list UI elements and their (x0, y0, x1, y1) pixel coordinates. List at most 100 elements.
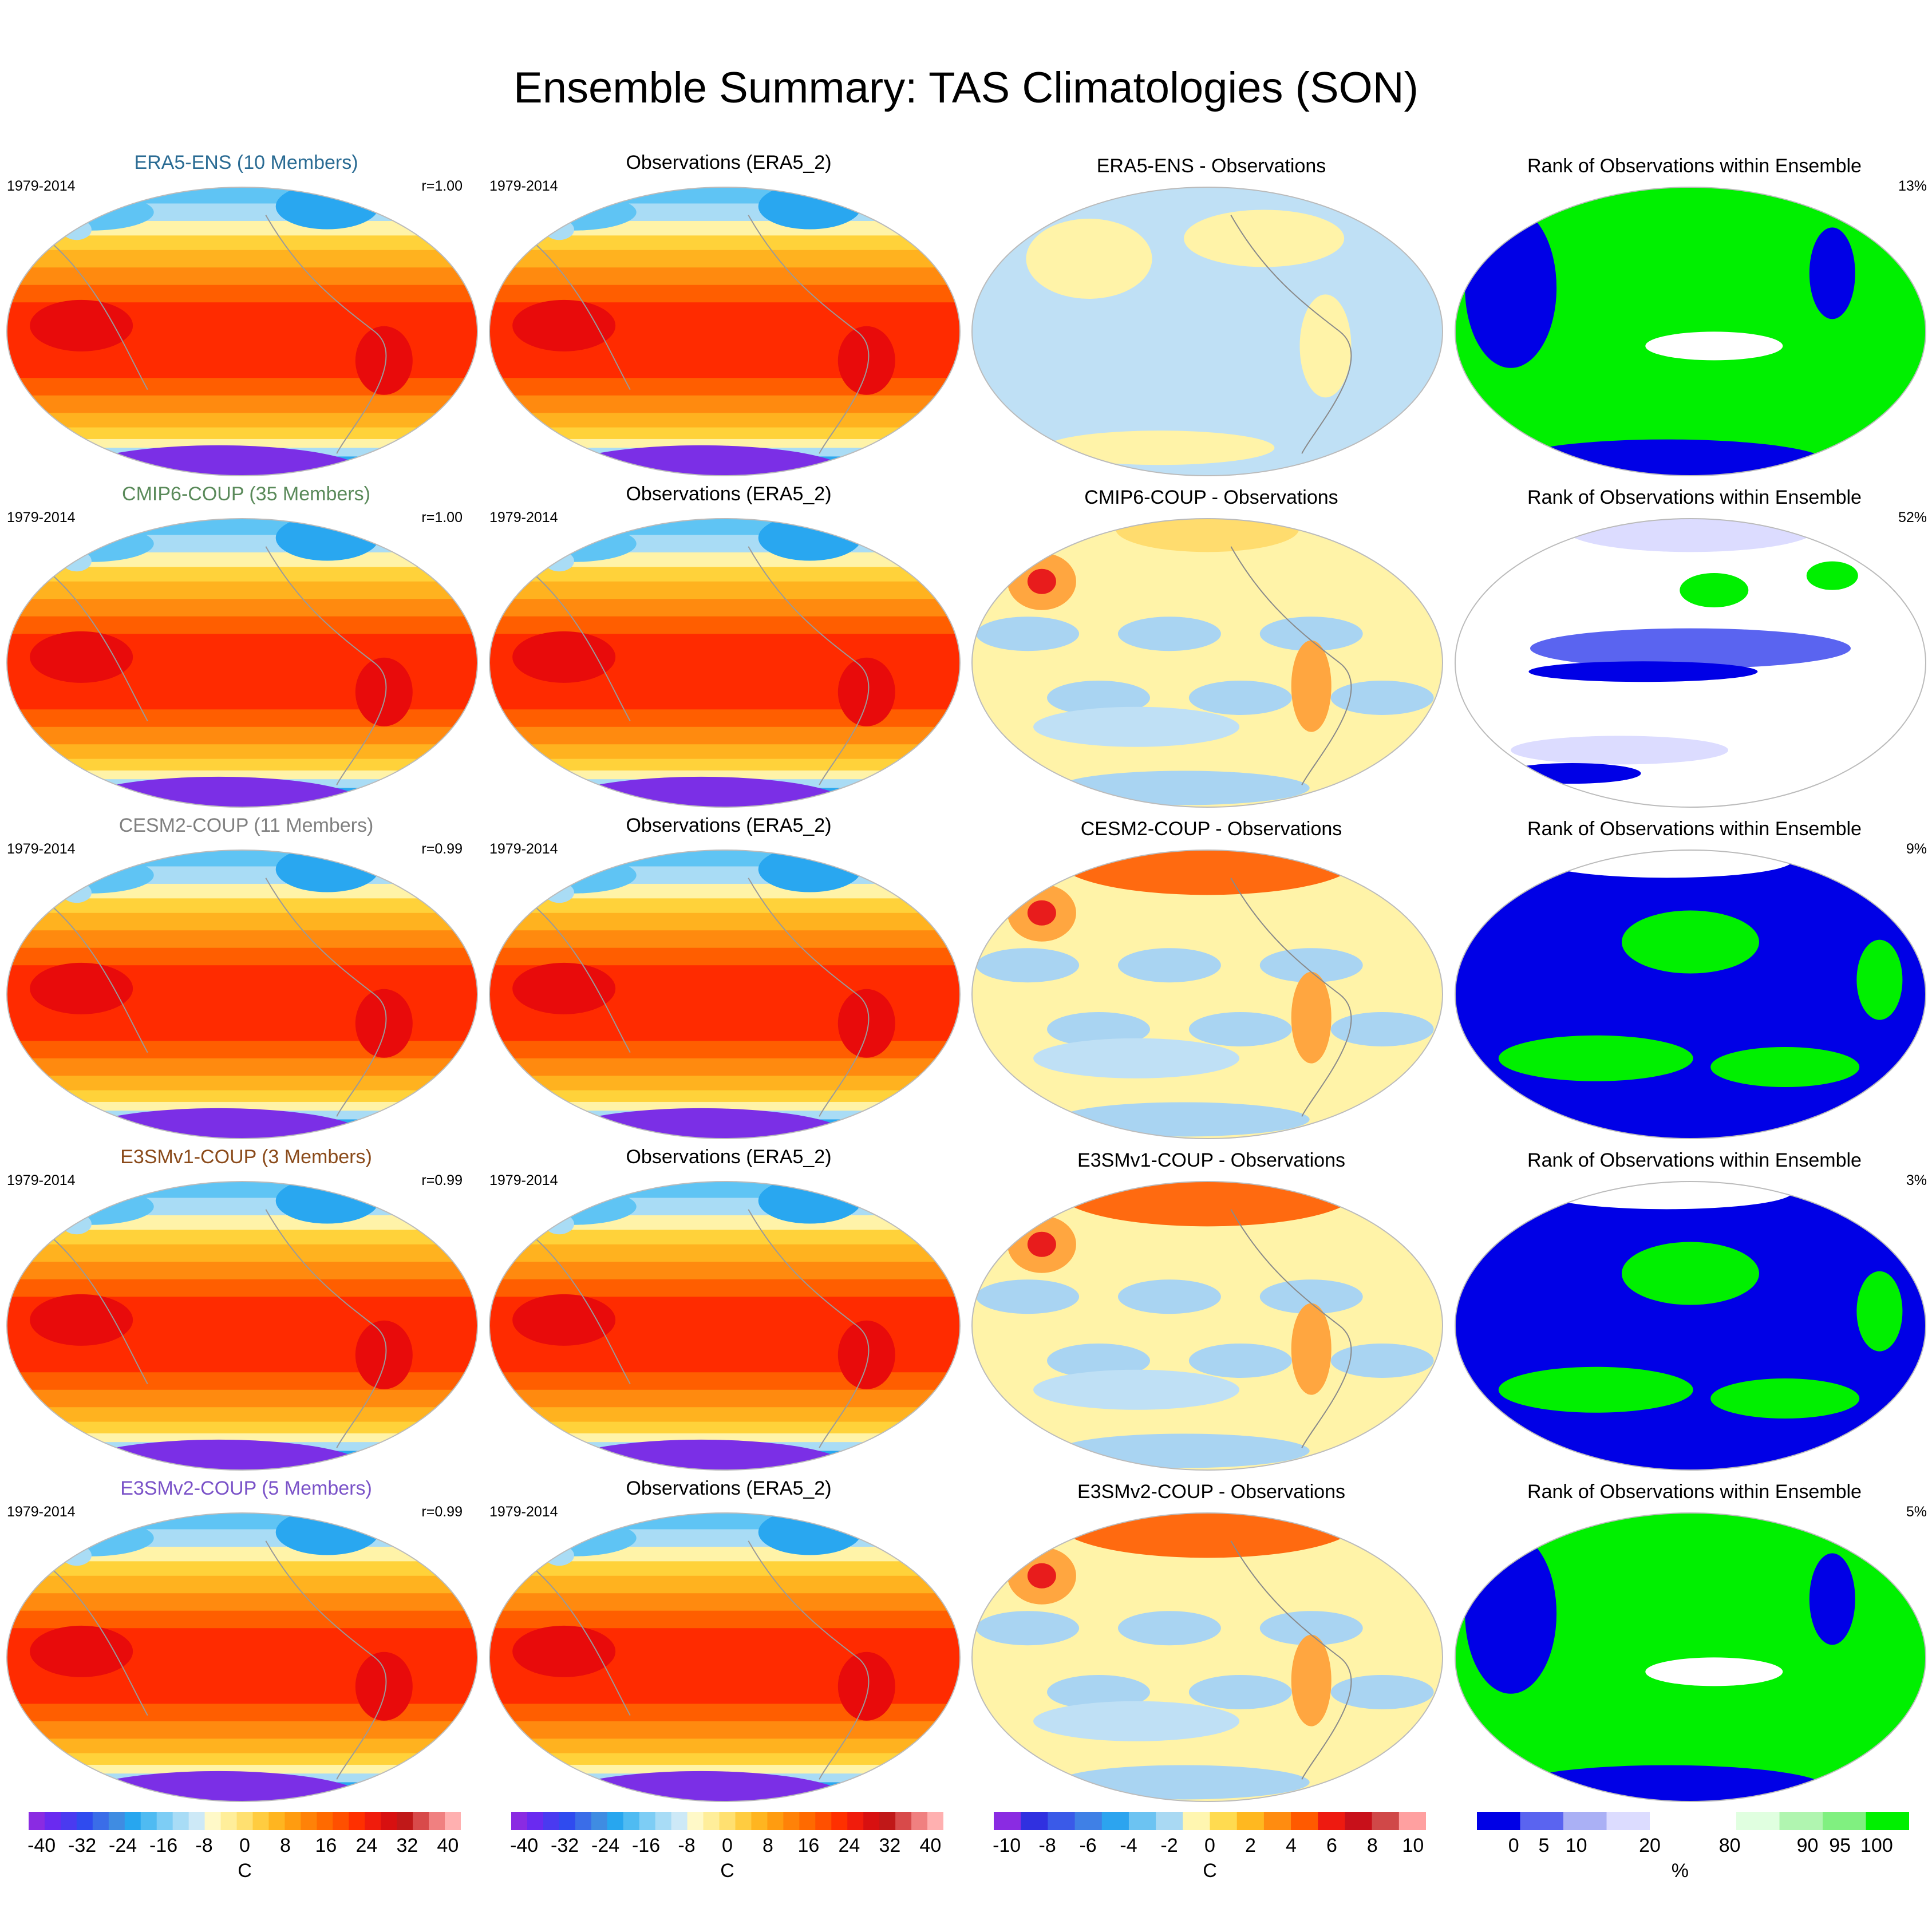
period-label: 1979-2014 (489, 841, 558, 857)
colorbar-unit: C (720, 1860, 734, 1882)
panel-model-row2: CMIP6-COUP (35 Members) 1979-2014 r=1.00 (6, 477, 487, 808)
colorbar-swatch (1156, 1812, 1183, 1830)
colorbar-swatch (831, 1812, 848, 1830)
colorbar-swatches (511, 1812, 944, 1830)
panel-diff-row2: CMIP6-COUP - Observations (971, 477, 1452, 808)
map-border (489, 850, 961, 1139)
map-border (971, 518, 1443, 808)
map-border (6, 850, 478, 1139)
period-label: 1979-2014 (489, 1504, 558, 1520)
colorbar-swatch (172, 1812, 189, 1830)
map-rank (1455, 1512, 1926, 1802)
colorbar-tick-label: -16 (149, 1835, 178, 1856)
colorbar-swatch (124, 1812, 141, 1830)
colorbar-tick-label: 0 (1204, 1835, 1215, 1856)
colorbar-tick-label: 10 (1402, 1835, 1424, 1856)
colorbar-swatch (927, 1812, 944, 1830)
colorbar-swatch (1563, 1812, 1607, 1830)
panel-rank-row1: Rank of Observations within Ensemble 13% (1454, 146, 1932, 476)
colorbar-swatch (1318, 1812, 1345, 1830)
colorbar-swatch (703, 1812, 720, 1830)
colorbar-unit: % (1671, 1860, 1689, 1882)
panel-rank-row4: Rank of Observations within Ensemble 3% (1454, 1140, 1932, 1471)
colorbar-swatch (1291, 1812, 1318, 1830)
panel-title: Observations (ERA5_2) (626, 1477, 832, 1499)
colorbar-swatch (911, 1812, 928, 1830)
colorbar-swatch (1048, 1812, 1076, 1830)
correlation-label: r=1.00 (421, 509, 463, 526)
map-border (489, 518, 961, 808)
colorbar-tick-label: 2 (1245, 1835, 1256, 1856)
panel-title: CMIP6-COUP (35 Members) (122, 483, 370, 505)
map-obs (489, 1181, 961, 1471)
period-label: 1979-2014 (489, 509, 558, 526)
colorbar-swatch (1236, 1812, 1265, 1830)
map-obs (489, 850, 961, 1139)
colorbar-swatch (719, 1812, 736, 1830)
colorbar-swatch (687, 1812, 704, 1830)
colorbar-swatch (1866, 1812, 1910, 1830)
map-diff (971, 1181, 1443, 1471)
colorbar-tick-label: -32 (68, 1835, 97, 1856)
colorbar-tick-label: -8 (678, 1835, 696, 1856)
rank-colorbar: 0 5 10 20 80 90 95 100% (1477, 1812, 1910, 1903)
colorbar-tick-label: -6 (1079, 1835, 1097, 1856)
colorbar-swatch (1477, 1812, 1520, 1830)
colorbar-swatch (60, 1812, 77, 1830)
difference-colorbar: -10 -8 -6 -4 -2 0 2 4 6 8 10 C (993, 1812, 1427, 1903)
map-diff (971, 518, 1443, 808)
period-label: 1979-2014 (489, 178, 558, 194)
colorbar-swatch (879, 1812, 896, 1830)
colorbar-swatch (735, 1812, 752, 1830)
panel-title: Rank of Observations within Ensemble (1527, 155, 1862, 177)
map-border (971, 850, 1443, 1139)
colorbar-swatch (1263, 1812, 1291, 1830)
map-border (6, 1512, 478, 1802)
panel-rank-row2: Rank of Observations within Ensemble 52% (1454, 477, 1932, 808)
colorbar-tick-label: 8 (1366, 1835, 1378, 1856)
colorbar-swatch (511, 1812, 528, 1830)
correlation-label: r=0.99 (421, 1172, 463, 1188)
colorbar-swatch (188, 1812, 206, 1830)
colorbar-swatch (1823, 1812, 1866, 1830)
map-model (6, 850, 478, 1139)
panel-title: E3SMv1-COUP - Observations (1077, 1149, 1345, 1171)
colorbar-swatch (1650, 1812, 1693, 1830)
map-border (6, 187, 478, 476)
colorbar-swatch (639, 1812, 656, 1830)
panel-title: Observations (ERA5_2) (626, 152, 832, 173)
colorbar-swatch (44, 1812, 61, 1830)
figure-title: Ensemble Summary: TAS Climatologies (SON… (513, 64, 1419, 112)
colorbar-swatch (1074, 1812, 1103, 1830)
panel-model-row3: CESM2-COUP (11 Members) 1979-2014 r=0.99 (6, 809, 487, 1139)
rank-percent-label: 3% (1906, 1172, 1927, 1188)
period-label: 1979-2014 (7, 178, 76, 194)
colorbar-swatch (591, 1812, 608, 1830)
colorbar-swatch (575, 1812, 592, 1830)
panel-model-row5: E3SMv2-COUP (5 Members) 1979-2014 r=0.99 (6, 1472, 487, 1802)
colorbar-swatch (1693, 1812, 1737, 1830)
colorbar-swatch (783, 1812, 800, 1830)
colorbar-tick-label: 4 (1285, 1835, 1297, 1856)
panel-title: CESM2-COUP - Observations (1080, 818, 1342, 840)
colorbar-tick-label: 32 (396, 1835, 418, 1856)
colorbar-swatch (204, 1812, 222, 1830)
colorbar-swatch (1520, 1812, 1564, 1830)
colorbar-swatch (108, 1812, 125, 1830)
map-model (6, 187, 478, 476)
panel-title: E3SMv2-COUP (5 Members) (120, 1477, 372, 1499)
map-border (1455, 518, 1926, 808)
colorbar-swatch (1372, 1812, 1400, 1830)
colorbar-swatch (92, 1812, 109, 1830)
colorbar-tick-label: -8 (1038, 1835, 1056, 1856)
colorbar-swatch (1183, 1812, 1210, 1830)
colorbar-swatch (381, 1812, 397, 1830)
map-border (1455, 1181, 1926, 1471)
colorbar-tick-label: -40 (510, 1835, 539, 1856)
period-label: 1979-2014 (7, 509, 76, 526)
panel-title: Rank of Observations within Ensemble (1527, 487, 1862, 508)
map-border (1455, 1512, 1926, 1802)
map-model (6, 1181, 478, 1471)
map-border (489, 187, 961, 476)
colorbar-tick-label: 24 (838, 1835, 860, 1856)
